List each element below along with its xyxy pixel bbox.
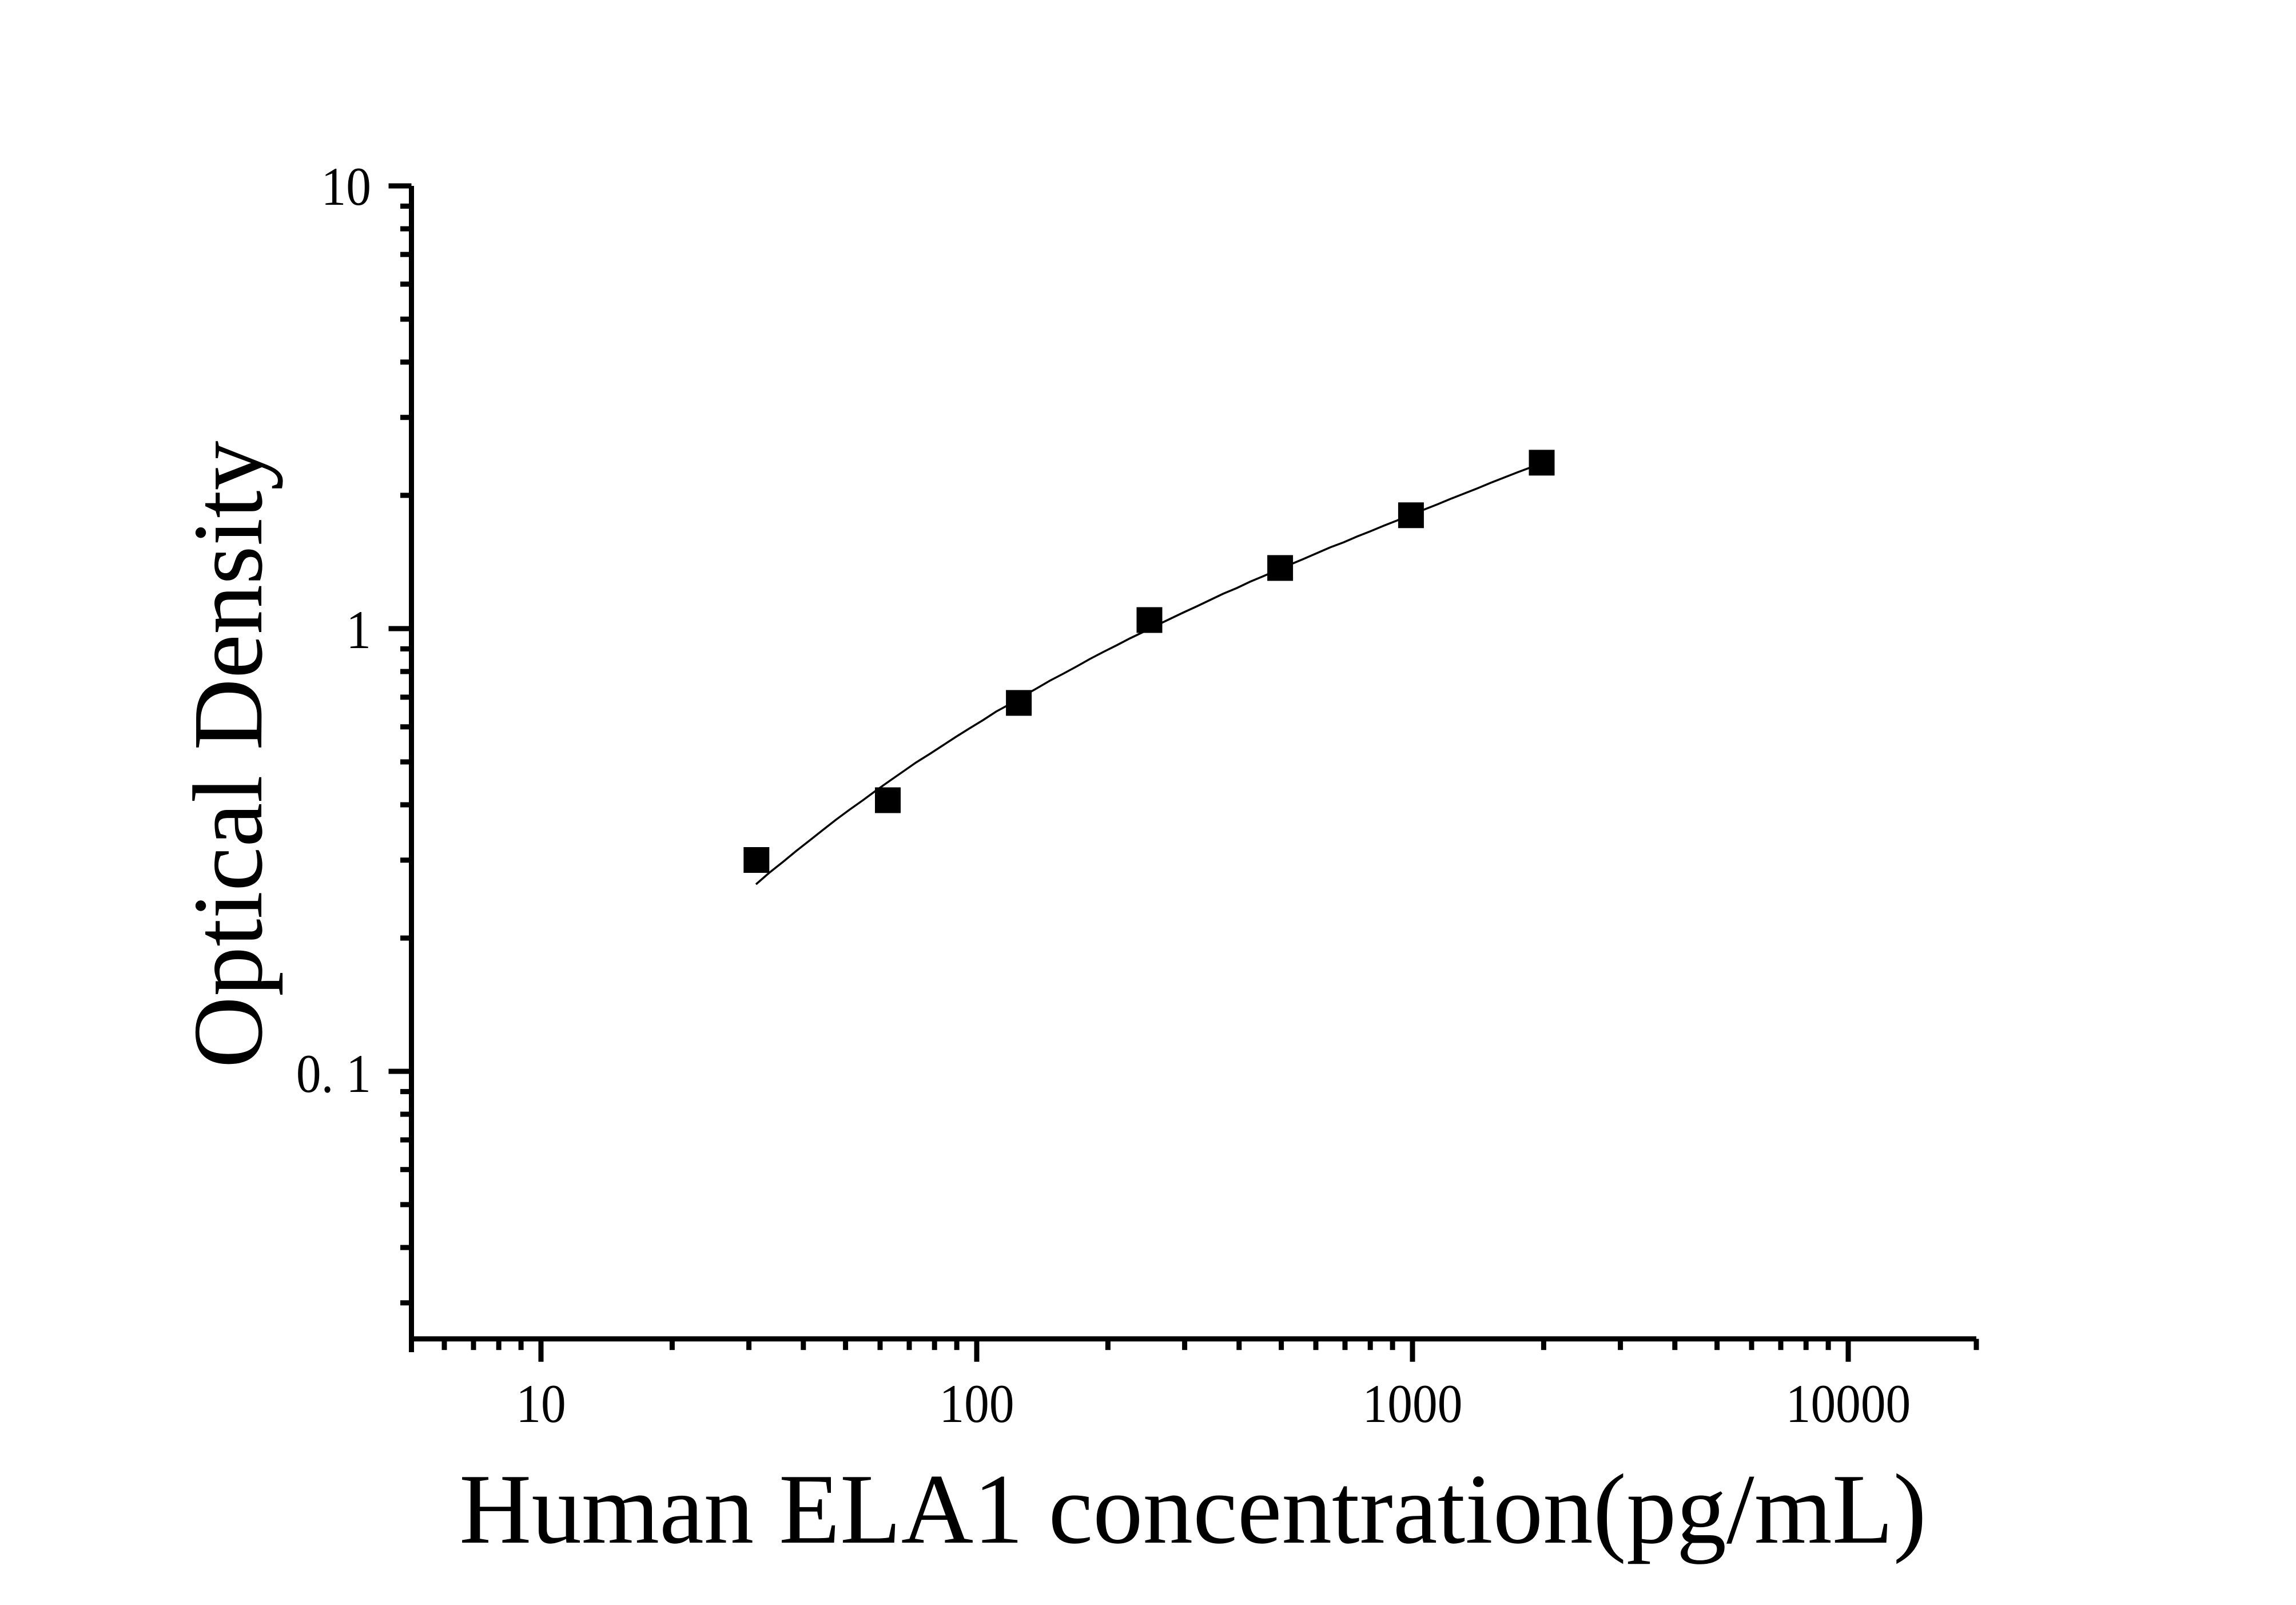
svg-text:10000: 10000	[1786, 1374, 1911, 1434]
svg-text:Human ELA1 concentration(pg/mL: Human ELA1 concentration(pg/mL)	[459, 1453, 1927, 1564]
svg-text:1: 1	[346, 600, 371, 660]
svg-text:100: 100	[939, 1374, 1014, 1434]
svg-text:Optical Density: Optical Density	[173, 441, 283, 1068]
svg-text:10: 10	[321, 157, 371, 217]
svg-text:10: 10	[516, 1374, 566, 1434]
svg-text:0. 1: 0. 1	[296, 1044, 371, 1104]
svg-text:1000: 1000	[1363, 1374, 1463, 1434]
